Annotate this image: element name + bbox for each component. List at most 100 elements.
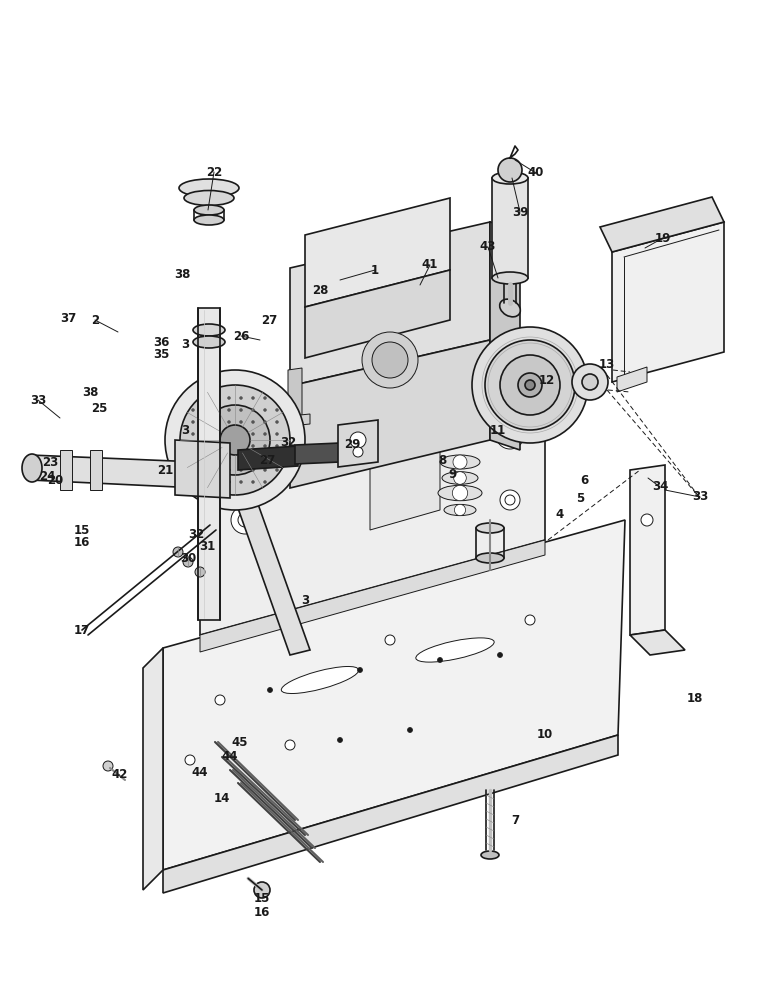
Circle shape — [204, 444, 206, 448]
Ellipse shape — [444, 504, 476, 516]
Text: 16: 16 — [254, 906, 270, 918]
Text: 32: 32 — [280, 436, 296, 450]
Circle shape — [263, 481, 266, 484]
Ellipse shape — [22, 454, 42, 482]
Text: 12: 12 — [539, 373, 555, 386]
Circle shape — [228, 456, 231, 460]
Circle shape — [353, 447, 363, 457]
Circle shape — [204, 408, 206, 412]
Text: 43: 43 — [480, 240, 496, 253]
Ellipse shape — [193, 324, 225, 336]
Circle shape — [204, 468, 206, 472]
Circle shape — [215, 481, 218, 484]
Polygon shape — [60, 450, 72, 490]
Text: 33: 33 — [30, 393, 46, 406]
Circle shape — [238, 513, 252, 527]
Text: 34: 34 — [652, 481, 669, 493]
Ellipse shape — [184, 190, 234, 206]
Circle shape — [263, 396, 266, 399]
Circle shape — [191, 408, 195, 412]
Text: 37: 37 — [60, 312, 76, 324]
Circle shape — [350, 432, 366, 448]
Circle shape — [215, 695, 225, 705]
Polygon shape — [490, 222, 520, 450]
Circle shape — [239, 408, 242, 412]
Polygon shape — [295, 443, 340, 464]
Text: 44: 44 — [222, 750, 239, 764]
Ellipse shape — [481, 851, 499, 859]
Text: 11: 11 — [490, 424, 506, 436]
Text: 10: 10 — [537, 728, 553, 742]
Circle shape — [263, 420, 266, 424]
Circle shape — [215, 468, 218, 472]
Text: 21: 21 — [157, 464, 173, 477]
Circle shape — [191, 444, 195, 448]
Circle shape — [204, 456, 206, 460]
Ellipse shape — [476, 553, 504, 563]
Text: 14: 14 — [214, 792, 230, 804]
Circle shape — [228, 420, 231, 424]
Circle shape — [454, 472, 466, 484]
Circle shape — [362, 332, 418, 388]
Polygon shape — [163, 520, 625, 870]
Circle shape — [204, 420, 206, 424]
Text: 2: 2 — [91, 314, 99, 326]
Ellipse shape — [499, 299, 520, 317]
Polygon shape — [305, 270, 450, 358]
Circle shape — [254, 882, 270, 898]
Circle shape — [215, 456, 218, 460]
Text: 26: 26 — [233, 330, 249, 342]
Text: 3: 3 — [181, 338, 189, 352]
Polygon shape — [630, 465, 665, 635]
Ellipse shape — [440, 455, 480, 469]
Text: 18: 18 — [687, 692, 703, 704]
Circle shape — [337, 738, 343, 742]
Circle shape — [252, 408, 255, 412]
Text: 23: 23 — [42, 456, 58, 468]
Text: 3: 3 — [301, 593, 309, 606]
Circle shape — [252, 481, 255, 484]
Circle shape — [276, 420, 279, 424]
Circle shape — [497, 652, 503, 658]
Circle shape — [252, 432, 255, 436]
Text: 4: 4 — [556, 508, 564, 522]
Circle shape — [472, 327, 588, 443]
Text: 16: 16 — [74, 536, 90, 550]
Text: 35: 35 — [153, 349, 169, 361]
Circle shape — [215, 420, 218, 424]
Polygon shape — [175, 440, 230, 498]
Circle shape — [268, 688, 273, 692]
Text: 19: 19 — [655, 232, 671, 244]
Text: 44: 44 — [191, 766, 208, 778]
Circle shape — [191, 456, 195, 460]
Circle shape — [357, 668, 363, 672]
Text: 3: 3 — [181, 424, 189, 436]
Circle shape — [204, 481, 206, 484]
Circle shape — [183, 557, 193, 567]
Circle shape — [191, 432, 195, 436]
Polygon shape — [290, 340, 490, 488]
Text: 31: 31 — [199, 540, 215, 554]
Text: 41: 41 — [422, 258, 438, 271]
Circle shape — [518, 373, 542, 397]
Polygon shape — [290, 222, 490, 386]
Circle shape — [572, 364, 608, 400]
Circle shape — [285, 740, 295, 750]
Text: 5: 5 — [576, 491, 584, 504]
Ellipse shape — [438, 485, 482, 501]
Circle shape — [228, 408, 231, 412]
Circle shape — [525, 615, 535, 625]
Polygon shape — [370, 435, 440, 530]
Circle shape — [228, 481, 231, 484]
Text: 27: 27 — [261, 314, 277, 326]
Circle shape — [276, 408, 279, 412]
Circle shape — [239, 468, 242, 472]
Text: 15: 15 — [74, 524, 90, 536]
Polygon shape — [90, 450, 102, 490]
Circle shape — [180, 385, 290, 495]
Circle shape — [252, 468, 255, 472]
Text: 38: 38 — [82, 386, 98, 399]
Text: 29: 29 — [344, 438, 361, 452]
Circle shape — [231, 506, 259, 534]
Text: 42: 42 — [112, 768, 128, 782]
